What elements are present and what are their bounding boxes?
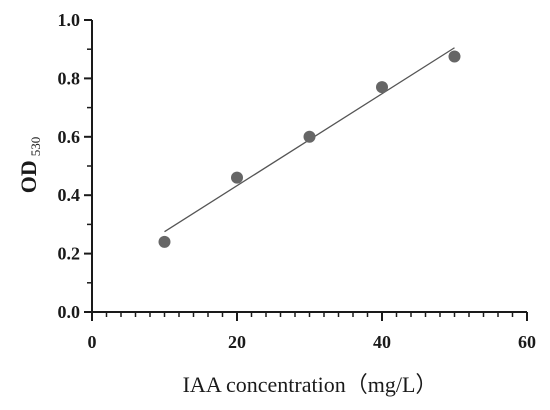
data-point	[158, 235, 171, 248]
x-tick-label: 0	[88, 332, 97, 352]
data-point	[231, 171, 243, 184]
y-axis-title-main: OD	[16, 160, 41, 193]
y-tick-label: 0.2	[58, 244, 81, 264]
y-axis-title-sub: 530	[28, 137, 43, 157]
x-axis-title: IAA concentration（mg/L）	[183, 372, 438, 397]
axes	[91, 20, 527, 313]
data-point	[448, 50, 461, 63]
y-axis-title: OD 530	[16, 137, 43, 194]
ticks	[84, 19, 528, 321]
y-tick-label: 0.8	[58, 68, 81, 88]
y-tick-label: 1.0	[58, 10, 81, 30]
y-tick-label: 0.0	[58, 302, 81, 322]
x-tick-label: 20	[228, 332, 246, 352]
data-point	[376, 81, 388, 94]
y-tick-label: 0.4	[58, 185, 81, 205]
x-tick-label: 40	[373, 332, 391, 352]
x-tick-label: 60	[518, 332, 536, 352]
tick-labels: 0.0 0.2 0.4 0.6 0.8 1.0 0 20 40 60	[58, 10, 537, 352]
y-tick-label: 0.6	[58, 127, 81, 147]
data-point	[303, 130, 316, 143]
data-points	[158, 50, 461, 248]
